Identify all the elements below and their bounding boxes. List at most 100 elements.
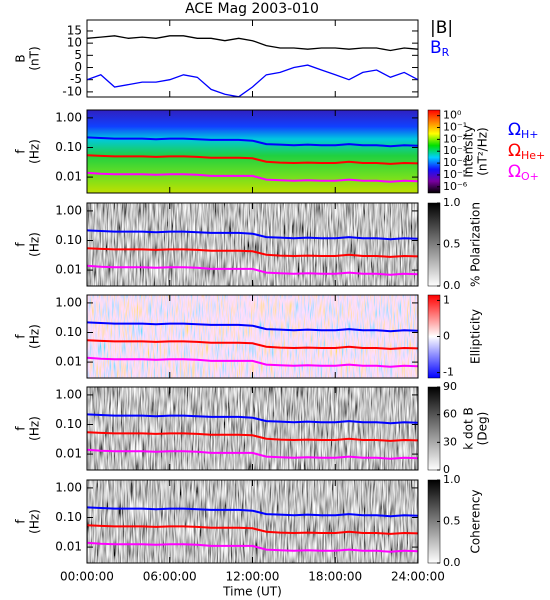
y-axis-label: (Hz) <box>28 509 42 534</box>
series-line <box>86 506 419 518</box>
x-tick-label: 18:00:00 <box>308 570 362 584</box>
series-line <box>86 448 419 460</box>
plot-frame <box>86 202 419 287</box>
y-axis-label: (Hz) <box>28 324 42 349</box>
y-tick-label: 0.01 <box>55 170 82 184</box>
spectrogram <box>87 110 418 193</box>
y-axis-label: f <box>14 149 28 154</box>
plot-frame <box>86 109 419 194</box>
colorbar-tick-label: 30 <box>443 435 457 448</box>
colorbar-tick-label: 90 <box>443 380 457 393</box>
colorbar-tick-label: 0.0 <box>443 279 461 292</box>
y-axis-label: (Hz) <box>28 416 42 441</box>
plot-frame <box>86 386 419 471</box>
y-axis-label: f <box>14 426 28 431</box>
colorbar-tick-label: 10⁻¹ <box>443 121 467 134</box>
colorbar-tick-label: -1 <box>443 366 454 379</box>
y-tick-label: 0.10 <box>55 140 82 154</box>
series-line <box>86 154 419 165</box>
colorbar-tick-label: 10⁻⁵ <box>443 168 467 181</box>
plot-frame <box>86 479 419 564</box>
x-tick-label: 06:00:00 <box>143 570 197 584</box>
y-tick-label: 1.00 <box>55 295 82 309</box>
y-tick-label: 10 <box>67 36 82 50</box>
spectrogram <box>87 480 418 563</box>
series-line <box>86 339 419 350</box>
colorbar-tick-label: 10⁰ <box>443 109 462 122</box>
y-tick-label: 0.01 <box>55 447 82 461</box>
legend-subscript: H+ <box>521 128 539 141</box>
legend-subscript: He+ <box>521 149 545 162</box>
legend-label: ΩO+ <box>508 162 539 183</box>
spectrogram <box>87 203 418 286</box>
colorbar-tick-label: 0 <box>443 463 450 476</box>
y-axis-label: f <box>14 334 28 339</box>
x-tick-label: 12:00:00 <box>226 570 280 584</box>
legend-label: ΩH+ <box>508 120 539 141</box>
y-tick-label: 15 <box>67 23 82 37</box>
series-line <box>86 413 419 425</box>
series-line <box>86 229 419 241</box>
colorbar-tick-label: 0.5 <box>443 515 461 528</box>
y-tick-label: 0.10 <box>55 417 82 431</box>
colorbar-tick-label: 0.0 <box>443 556 461 569</box>
colorbar-tick-label: 0 <box>443 330 450 343</box>
y-axis-label: (Hz) <box>28 232 42 257</box>
colorbar-tick-label: 10⁻² <box>443 132 467 145</box>
y-tick-label: 0.01 <box>55 263 82 277</box>
legend-subscript: O+ <box>521 170 539 183</box>
y-axis-label: (Hz) <box>28 139 42 164</box>
series-line <box>86 541 419 553</box>
colorbar-label: Intensity <box>462 125 476 177</box>
y-tick-label: 0.01 <box>55 355 82 369</box>
colorbar-label: % Polarization <box>469 202 483 287</box>
y-axis-label: B <box>14 54 28 62</box>
series-line <box>86 264 419 276</box>
colorbar-tick-label: 60 <box>443 408 457 421</box>
series-line <box>86 35 419 52</box>
y-tick-label: 1.00 <box>55 203 82 217</box>
y-tick-label: 0 <box>74 60 82 74</box>
colorbar-tick-label: 10⁻³ <box>443 144 467 157</box>
plot-frame <box>86 19 419 98</box>
colorbar-tick-label: 1.0 <box>443 473 461 486</box>
series-line <box>86 356 419 368</box>
y-tick-label: 0.10 <box>55 510 82 524</box>
series-line <box>86 321 419 333</box>
colorbar-label: (Deg) <box>476 412 490 446</box>
spectrogram <box>87 295 418 378</box>
colorbar-tick-label: 0.5 <box>443 238 461 251</box>
colorbar-tick-label: 1.0 <box>443 196 461 209</box>
colorbar-label: k dot B <box>462 407 476 449</box>
y-tick-label: 1.00 <box>55 480 82 494</box>
y-tick-label: 1.00 <box>55 387 82 401</box>
x-tick-label: 24:00:00 <box>391 570 445 584</box>
colorbar-tick-label: 10⁻⁴ <box>443 156 468 169</box>
y-tick-label: 1.00 <box>55 110 82 124</box>
legend-label: BR <box>430 38 450 59</box>
colorbar-label: (nT²/Hz) <box>476 127 490 175</box>
y-tick-label: -5 <box>70 72 82 86</box>
series-line <box>86 524 419 535</box>
spectrogram <box>87 387 418 470</box>
y-tick-label: 0.10 <box>55 233 82 247</box>
y-tick-label: 0.10 <box>55 325 82 339</box>
colorbar <box>427 386 441 471</box>
y-tick-label: 0.01 <box>55 540 82 554</box>
series-line <box>86 431 419 442</box>
plot-frame <box>86 294 419 379</box>
x-axis-label: Time (UT) <box>222 585 282 599</box>
series-line <box>86 64 419 98</box>
colorbar-tick-label: 10⁻⁶ <box>443 180 468 193</box>
legend-label: |B| <box>430 18 453 38</box>
y-tick-label: 5 <box>74 48 82 62</box>
y-axis-label: (nT) <box>28 46 42 70</box>
series-line <box>86 171 419 183</box>
colorbar-tick-label: 1 <box>443 293 450 306</box>
legend-subscript: R <box>442 46 450 59</box>
colorbar-label: Ellipticity <box>469 309 483 364</box>
y-axis-label: f <box>14 519 28 524</box>
x-tick-label: 00:00:00 <box>60 570 114 584</box>
series-line <box>86 247 419 258</box>
